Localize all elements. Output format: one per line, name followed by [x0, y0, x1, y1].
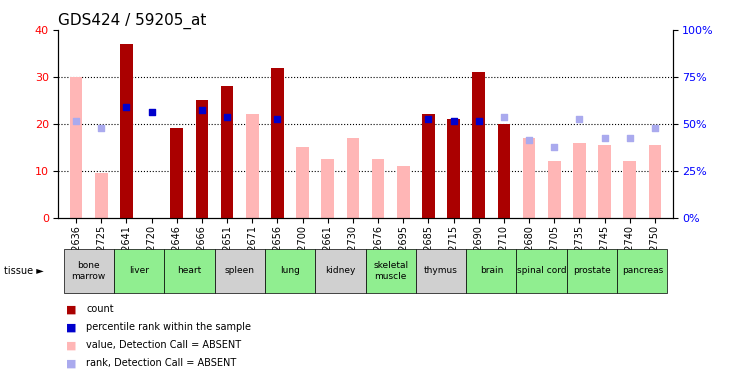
Point: [196, 106, 208, 112]
Bar: [498, 124, 510, 218]
Bar: [120, 44, 133, 218]
Text: bone
marrow: bone marrow: [72, 261, 106, 280]
Point: [96, 125, 107, 132]
Point: [221, 114, 233, 120]
Point: [574, 116, 586, 122]
Text: lung: lung: [280, 266, 300, 275]
Point: [145, 109, 157, 115]
Bar: [346, 138, 359, 218]
Bar: [523, 138, 535, 218]
Point: [523, 137, 535, 143]
Bar: [221, 86, 233, 218]
Bar: [472, 72, 485, 217]
Bar: [69, 77, 83, 218]
Point: [423, 116, 434, 122]
Text: liver: liver: [129, 266, 149, 275]
Text: heart: heart: [177, 266, 202, 275]
Bar: [246, 114, 259, 218]
Point: [624, 135, 635, 141]
Bar: [95, 173, 107, 217]
Text: percentile rank within the sample: percentile rank within the sample: [86, 322, 251, 332]
Text: pancreas: pancreas: [621, 266, 663, 275]
Bar: [573, 142, 586, 218]
Text: thymus: thymus: [424, 266, 458, 275]
Text: count: count: [86, 304, 114, 314]
Text: ■: ■: [66, 340, 76, 350]
Text: ■: ■: [66, 358, 76, 368]
Point: [498, 114, 510, 120]
Text: spinal cord: spinal cord: [517, 266, 567, 275]
Bar: [271, 68, 284, 218]
Bar: [624, 161, 636, 218]
Point: [599, 135, 610, 141]
Text: kidney: kidney: [325, 266, 355, 275]
Text: tissue ►: tissue ►: [4, 266, 43, 276]
Point: [272, 116, 284, 122]
Bar: [397, 166, 409, 218]
Text: brain: brain: [480, 266, 503, 275]
Bar: [447, 119, 460, 218]
Bar: [648, 145, 662, 218]
Point: [473, 118, 485, 124]
Point: [121, 104, 132, 110]
Bar: [170, 128, 183, 217]
Bar: [422, 114, 435, 218]
Text: ■: ■: [66, 322, 76, 332]
Text: spleen: spleen: [224, 266, 254, 275]
Bar: [322, 159, 334, 218]
Bar: [548, 161, 561, 218]
Text: value, Detection Call = ABSENT: value, Detection Call = ABSENT: [86, 340, 241, 350]
Text: rank, Detection Call = ABSENT: rank, Detection Call = ABSENT: [86, 358, 237, 368]
Point: [548, 144, 560, 150]
Point: [447, 118, 459, 124]
Text: skeletal
muscle: skeletal muscle: [373, 261, 408, 280]
Bar: [372, 159, 385, 218]
Text: ■: ■: [66, 304, 76, 314]
Text: prostate: prostate: [573, 266, 611, 275]
Point: [649, 125, 661, 132]
Bar: [296, 147, 309, 218]
Bar: [196, 100, 208, 218]
Text: GDS424 / 59205_at: GDS424 / 59205_at: [58, 12, 207, 28]
Bar: [598, 145, 611, 218]
Point: [70, 118, 82, 124]
